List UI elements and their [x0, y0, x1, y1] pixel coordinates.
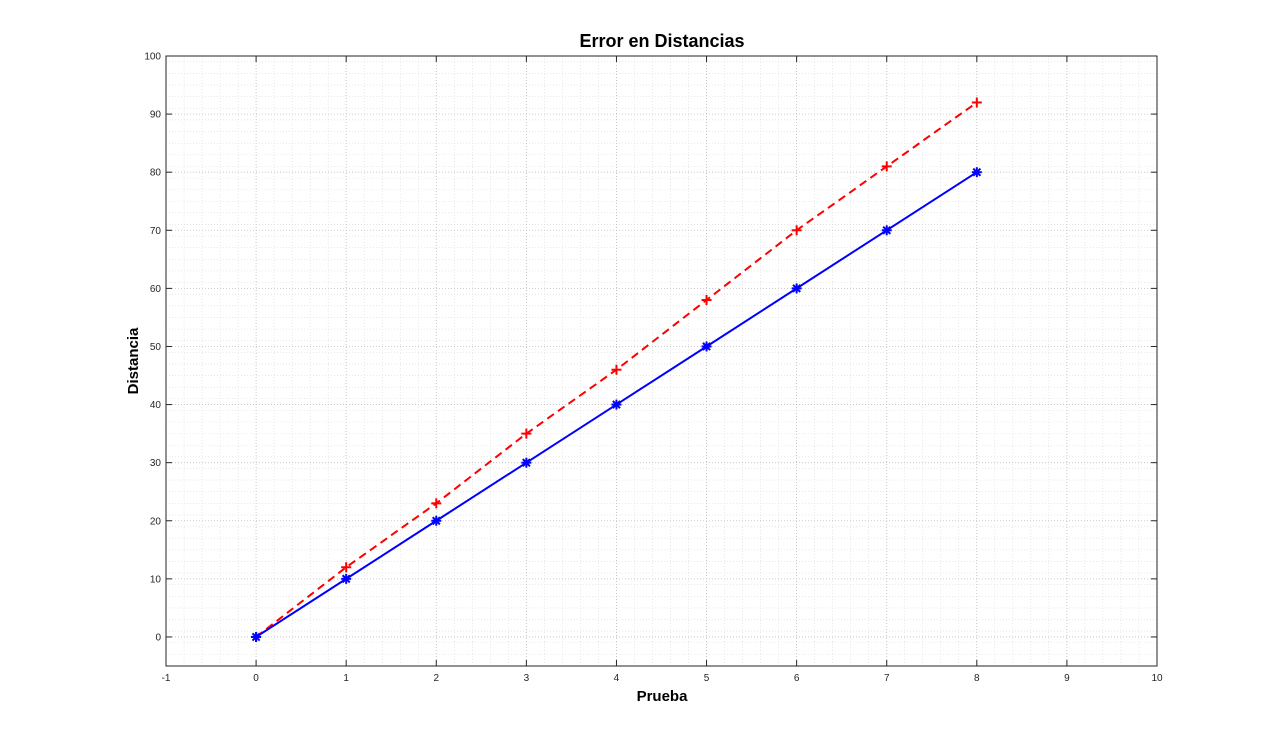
x-axis-label: Prueba	[637, 688, 689, 705]
x-tick-label: 2	[433, 673, 439, 684]
marker-star-d2	[612, 400, 621, 409]
y-tick-label: 20	[150, 516, 162, 527]
y-axis-ticks: 0 10 20 30 40 50 60 70 80 90 100	[144, 52, 1157, 643]
marker-star-d2	[341, 574, 351, 584]
y-tick-label: 10	[150, 574, 162, 585]
x-tick-label: 3	[524, 673, 530, 684]
x-tick-label: 6	[794, 673, 800, 684]
axes	[165, 55, 1158, 667]
series-1-point	[521, 428, 532, 439]
x-axis-ticks: -1 0 1 2 3 4 5 6 7 8 9 10	[162, 56, 1163, 684]
series-2-point	[791, 283, 802, 294]
y-tick-label: 100	[144, 52, 161, 63]
series-layer	[251, 97, 982, 642]
marker-star-d2	[792, 284, 801, 293]
series-2-point	[611, 399, 622, 410]
major-grid	[165, 55, 1158, 666]
minor-grid	[165, 56, 1158, 667]
series-2-point	[251, 631, 262, 642]
marker-star-d2	[702, 342, 711, 351]
x-tick-label: 10	[1151, 673, 1163, 684]
y-tick-label: 70	[150, 226, 162, 237]
y-tick-label: 60	[150, 284, 162, 295]
series-1-point	[971, 97, 982, 108]
series-1-point	[881, 161, 892, 172]
series-1-point	[611, 364, 622, 375]
x-tick-label: 8	[974, 673, 980, 684]
x-tick-label: 0	[253, 673, 259, 684]
y-tick-label: 80	[150, 168, 162, 179]
series-2-point	[881, 225, 892, 236]
y-tick-label: 50	[150, 342, 162, 353]
x-tick-label: 4	[614, 673, 620, 684]
y-tick-label: 90	[150, 110, 162, 121]
marker-star-d2	[431, 516, 441, 526]
series-2-point	[341, 573, 352, 584]
y-axis-label: Distancia	[125, 327, 142, 394]
series-1-point	[791, 225, 802, 236]
marker-star-d2	[972, 167, 982, 177]
x-tick-label: 1	[343, 673, 349, 684]
series-2	[251, 167, 982, 642]
series-2-point	[701, 341, 712, 352]
x-tick-label: -1	[162, 673, 171, 684]
series-1-point	[701, 295, 712, 305]
x-tick-label: 7	[884, 673, 890, 684]
marker-star-d2	[882, 225, 892, 235]
chart-title: Error en Distancias	[579, 31, 744, 51]
series-1-point	[431, 498, 442, 509]
axes-box	[165, 55, 1158, 667]
series-2-point	[521, 457, 532, 468]
marker-star-d2	[522, 458, 531, 467]
series-1-point	[341, 562, 352, 573]
marker-star-d2	[251, 632, 261, 642]
series-2-point	[971, 167, 982, 178]
y-tick-label: 40	[150, 400, 162, 411]
y-tick-label: 0	[155, 632, 161, 643]
plot-background	[166, 56, 1157, 666]
x-tick-label: 5	[704, 673, 710, 684]
y-tick-label: 30	[150, 458, 162, 469]
plot-area	[166, 56, 1157, 666]
x-tick-label: 9	[1064, 673, 1070, 684]
series-2-point	[431, 515, 442, 526]
